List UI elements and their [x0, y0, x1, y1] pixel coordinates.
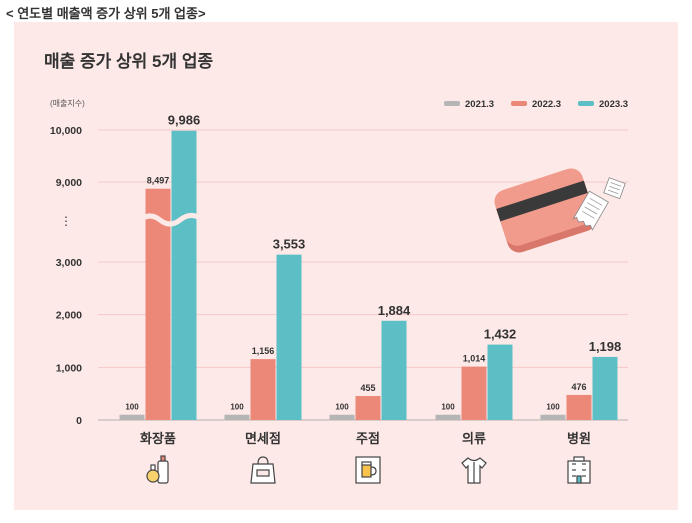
credit-card	[494, 168, 596, 253]
chart-title: 매출 증가 상위 5개 업종	[44, 52, 214, 71]
legend-label: 2021.3	[465, 99, 494, 110]
bar-2023.3	[592, 356, 618, 420]
data-label: 1,198	[589, 339, 622, 354]
data-label: 100	[125, 403, 139, 412]
bar-2023.3	[276, 254, 302, 420]
y-tick-label: 3,000	[56, 257, 82, 269]
receipt	[572, 190, 609, 231]
data-label: 1,156	[252, 346, 275, 356]
shirt-icon	[461, 457, 487, 484]
data-label: 9,986	[168, 113, 201, 128]
data-label: 1,014	[463, 354, 486, 364]
bar-2022.3	[566, 394, 592, 420]
legend-swatch	[511, 101, 527, 106]
data-label: 100	[546, 403, 560, 412]
bar-2021.3	[224, 414, 250, 420]
category-label: 병원	[567, 431, 591, 446]
bar-2023.3	[381, 320, 407, 420]
bar-2021.3	[540, 414, 566, 420]
duty-free-bag-icon	[250, 456, 276, 484]
figure-caption: < 연도별 매출액 증가 상위 5개 업종>	[6, 6, 206, 21]
data-label: 100	[441, 403, 455, 412]
y-tick-label: 9,000	[56, 177, 82, 189]
legend-label: 2022.3	[532, 99, 561, 110]
bar-2021.3	[119, 414, 145, 420]
category-label: 의류	[462, 431, 486, 446]
category-label: 화장품	[140, 431, 176, 446]
bar-2022.3	[355, 396, 381, 420]
bar-break-wave	[138, 212, 218, 227]
bar-2021.3	[329, 414, 355, 420]
x-axis-labels: 화장품 면세점 주점 의류 병원	[140, 431, 591, 446]
y-axis-label: (매출지수)	[50, 98, 85, 108]
y-tick-label: 1,000	[56, 362, 82, 374]
hospital-building-icon	[567, 456, 591, 484]
data-label: 476	[571, 382, 586, 392]
data-label: 100	[230, 403, 244, 412]
data-label: 3,553	[273, 237, 306, 252]
bars: 100 8,497 9,986 100 1,156 3,553 100 455 1,884 100…	[119, 113, 622, 420]
credit-card-illustration	[494, 168, 626, 253]
legend: 2021.3 2022.3 2023.3	[444, 99, 628, 110]
data-label: 1,432	[484, 327, 517, 342]
data-label: 455	[360, 383, 375, 393]
cosmetics-bottles-icon	[146, 455, 169, 484]
legend-swatch	[444, 101, 460, 106]
category-label: 면세점	[245, 431, 281, 446]
bar-2022.3	[461, 366, 487, 420]
legend-swatch	[578, 101, 594, 106]
bar-2022.3	[250, 359, 276, 420]
y-tick-label: 10,000	[50, 125, 82, 137]
bar-2023.3	[171, 130, 197, 420]
bar-2022.3	[145, 188, 171, 420]
beer-sign-icon	[355, 456, 381, 484]
bar-2021.3	[435, 414, 461, 420]
y-tick-label: 0	[76, 415, 82, 427]
category-icons	[146, 455, 591, 484]
chart-panel	[14, 22, 678, 510]
axis-break-marker: ⋮	[60, 214, 72, 228]
data-label: 1,884	[378, 303, 411, 318]
y-axis-ticks: 0 1,000 2,000 3,000 9,000 10,000 ⋮	[50, 125, 82, 427]
y-tick-label: 2,000	[56, 310, 82, 322]
legend-label: 2023.3	[599, 99, 628, 110]
data-label: 8,497	[147, 176, 170, 186]
category-label: 주점	[356, 431, 380, 446]
receipt-small	[603, 177, 626, 200]
bar-2023.3	[487, 344, 513, 420]
data-label: 100	[335, 403, 349, 412]
